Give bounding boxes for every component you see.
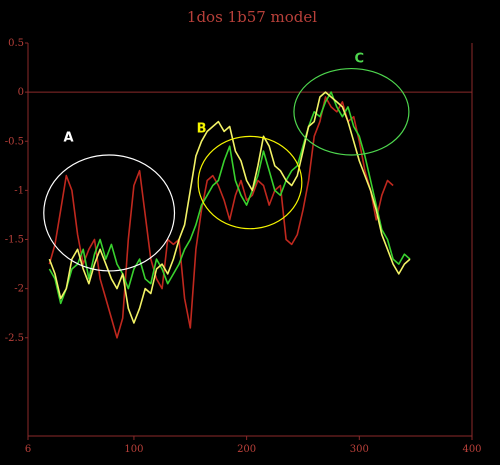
series-group [48, 91, 411, 339]
series-line-1 [48, 96, 394, 339]
y-tick-label: 0.5 [8, 38, 24, 49]
x-tick-label: 6 [25, 444, 31, 455]
annotations-group: A B C [43, 52, 410, 272]
annotation-circle-a [43, 154, 176, 272]
y-tick-label: -0.5 [5, 136, 24, 147]
annotation-label-a: A [64, 130, 74, 145]
axes: 0.5 0 -0.5 -1 -1.5 -2 -2.5 6 100 200 300 400 [5, 38, 482, 455]
chart-title: 1dos 1b57 model [187, 8, 317, 26]
y-tick-label: -2 [14, 284, 24, 295]
x-tick-label: 300 [350, 444, 369, 455]
series-line-2 [48, 91, 411, 305]
y-tick-label: -2.5 [5, 333, 24, 344]
y-tick-label: 0 [18, 87, 24, 98]
annotation-circle-c [293, 67, 410, 156]
annotation-label-b: B [197, 121, 207, 136]
y-tick-label: -1.5 [5, 235, 24, 246]
series-line-3 [48, 91, 411, 324]
x-tick-label: 100 [124, 444, 143, 455]
annotation-label-c: C [355, 52, 365, 67]
y-tick-label: -1 [14, 185, 24, 196]
annotation-circle-b [197, 135, 303, 230]
x-tick-label: 400 [462, 444, 481, 455]
x-tick-label: 200 [237, 444, 256, 455]
